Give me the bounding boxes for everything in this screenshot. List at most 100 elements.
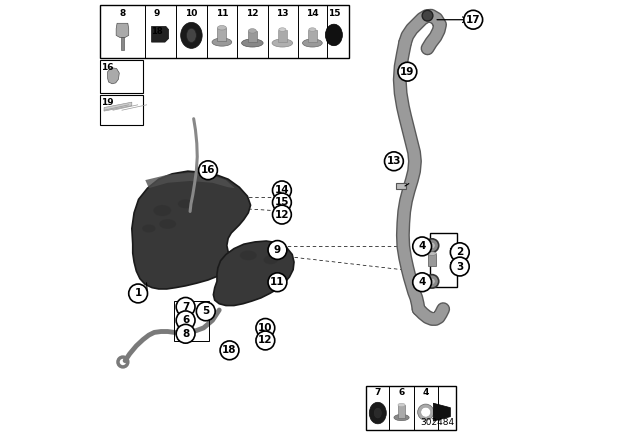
- Circle shape: [268, 273, 287, 292]
- Text: 7: 7: [374, 388, 381, 397]
- Text: 13: 13: [276, 9, 289, 18]
- Text: 18: 18: [151, 27, 163, 36]
- FancyBboxPatch shape: [398, 405, 405, 418]
- Ellipse shape: [248, 29, 257, 33]
- Text: 8: 8: [182, 329, 189, 339]
- Text: 17: 17: [466, 15, 481, 25]
- Circle shape: [385, 152, 403, 171]
- Text: 6: 6: [182, 315, 189, 325]
- Text: 5: 5: [202, 306, 209, 316]
- Text: 1: 1: [134, 289, 141, 298]
- Text: 302484: 302484: [420, 418, 455, 427]
- Circle shape: [176, 297, 195, 316]
- Circle shape: [273, 205, 291, 224]
- Circle shape: [273, 193, 291, 212]
- Ellipse shape: [421, 407, 431, 417]
- FancyBboxPatch shape: [100, 95, 143, 125]
- Text: 12: 12: [275, 210, 289, 220]
- Polygon shape: [108, 68, 119, 84]
- Circle shape: [398, 62, 417, 81]
- Text: 4: 4: [419, 277, 426, 287]
- FancyBboxPatch shape: [100, 5, 349, 58]
- Circle shape: [196, 302, 215, 321]
- Text: 12: 12: [246, 9, 259, 18]
- Ellipse shape: [159, 219, 176, 229]
- Circle shape: [176, 311, 195, 330]
- Text: 18: 18: [222, 345, 237, 355]
- Ellipse shape: [264, 255, 278, 264]
- Text: 4: 4: [422, 388, 429, 397]
- Circle shape: [198, 161, 218, 180]
- Text: 2: 2: [456, 247, 463, 257]
- FancyBboxPatch shape: [308, 30, 317, 42]
- Text: 6: 6: [399, 388, 404, 397]
- Ellipse shape: [418, 404, 434, 420]
- Circle shape: [429, 242, 435, 249]
- Ellipse shape: [325, 24, 342, 46]
- FancyBboxPatch shape: [100, 60, 143, 93]
- Circle shape: [273, 181, 291, 200]
- Text: 12: 12: [258, 336, 273, 345]
- Text: 14: 14: [306, 9, 319, 18]
- Circle shape: [451, 243, 469, 262]
- Polygon shape: [213, 241, 294, 306]
- Text: 7: 7: [182, 302, 189, 312]
- Text: 15: 15: [328, 9, 340, 18]
- FancyBboxPatch shape: [428, 254, 436, 266]
- Text: 16: 16: [101, 63, 114, 72]
- Circle shape: [176, 324, 195, 343]
- Polygon shape: [152, 26, 168, 42]
- Circle shape: [256, 331, 275, 350]
- Text: 15: 15: [275, 198, 289, 207]
- Circle shape: [268, 241, 287, 259]
- Ellipse shape: [303, 39, 322, 47]
- Ellipse shape: [394, 414, 409, 421]
- Ellipse shape: [240, 250, 257, 260]
- Circle shape: [256, 319, 275, 337]
- FancyBboxPatch shape: [278, 30, 287, 42]
- Circle shape: [129, 284, 147, 303]
- Circle shape: [413, 237, 431, 256]
- Text: 9: 9: [274, 245, 281, 255]
- Text: 8: 8: [119, 9, 125, 18]
- Text: 19: 19: [101, 98, 114, 107]
- FancyBboxPatch shape: [248, 31, 257, 42]
- Text: 11: 11: [270, 277, 285, 287]
- FancyBboxPatch shape: [366, 386, 456, 430]
- Ellipse shape: [398, 403, 405, 407]
- Ellipse shape: [241, 39, 263, 47]
- Circle shape: [422, 10, 433, 21]
- Ellipse shape: [374, 408, 381, 418]
- Text: 16: 16: [201, 165, 215, 175]
- Circle shape: [464, 10, 483, 29]
- Circle shape: [429, 278, 435, 284]
- Text: 19: 19: [400, 67, 415, 77]
- Ellipse shape: [186, 28, 196, 43]
- Text: 10: 10: [258, 323, 273, 333]
- Polygon shape: [104, 102, 132, 111]
- Ellipse shape: [212, 38, 232, 46]
- Polygon shape: [116, 23, 129, 38]
- Ellipse shape: [279, 28, 286, 31]
- FancyBboxPatch shape: [218, 28, 227, 41]
- Ellipse shape: [154, 205, 172, 216]
- Polygon shape: [132, 171, 250, 289]
- Text: 3: 3: [456, 262, 463, 271]
- Ellipse shape: [178, 199, 193, 208]
- Text: 13: 13: [387, 156, 401, 166]
- Ellipse shape: [272, 39, 292, 47]
- Ellipse shape: [142, 224, 156, 233]
- FancyBboxPatch shape: [396, 183, 406, 189]
- Circle shape: [425, 239, 439, 252]
- Polygon shape: [433, 403, 451, 421]
- Ellipse shape: [180, 22, 202, 48]
- Circle shape: [451, 257, 469, 276]
- Text: 9: 9: [154, 9, 160, 18]
- Polygon shape: [145, 173, 235, 188]
- Circle shape: [413, 273, 431, 292]
- Text: 4: 4: [419, 241, 426, 251]
- Text: 11: 11: [216, 9, 228, 18]
- Text: 10: 10: [185, 9, 198, 18]
- Ellipse shape: [218, 26, 227, 30]
- Text: 14: 14: [275, 185, 289, 195]
